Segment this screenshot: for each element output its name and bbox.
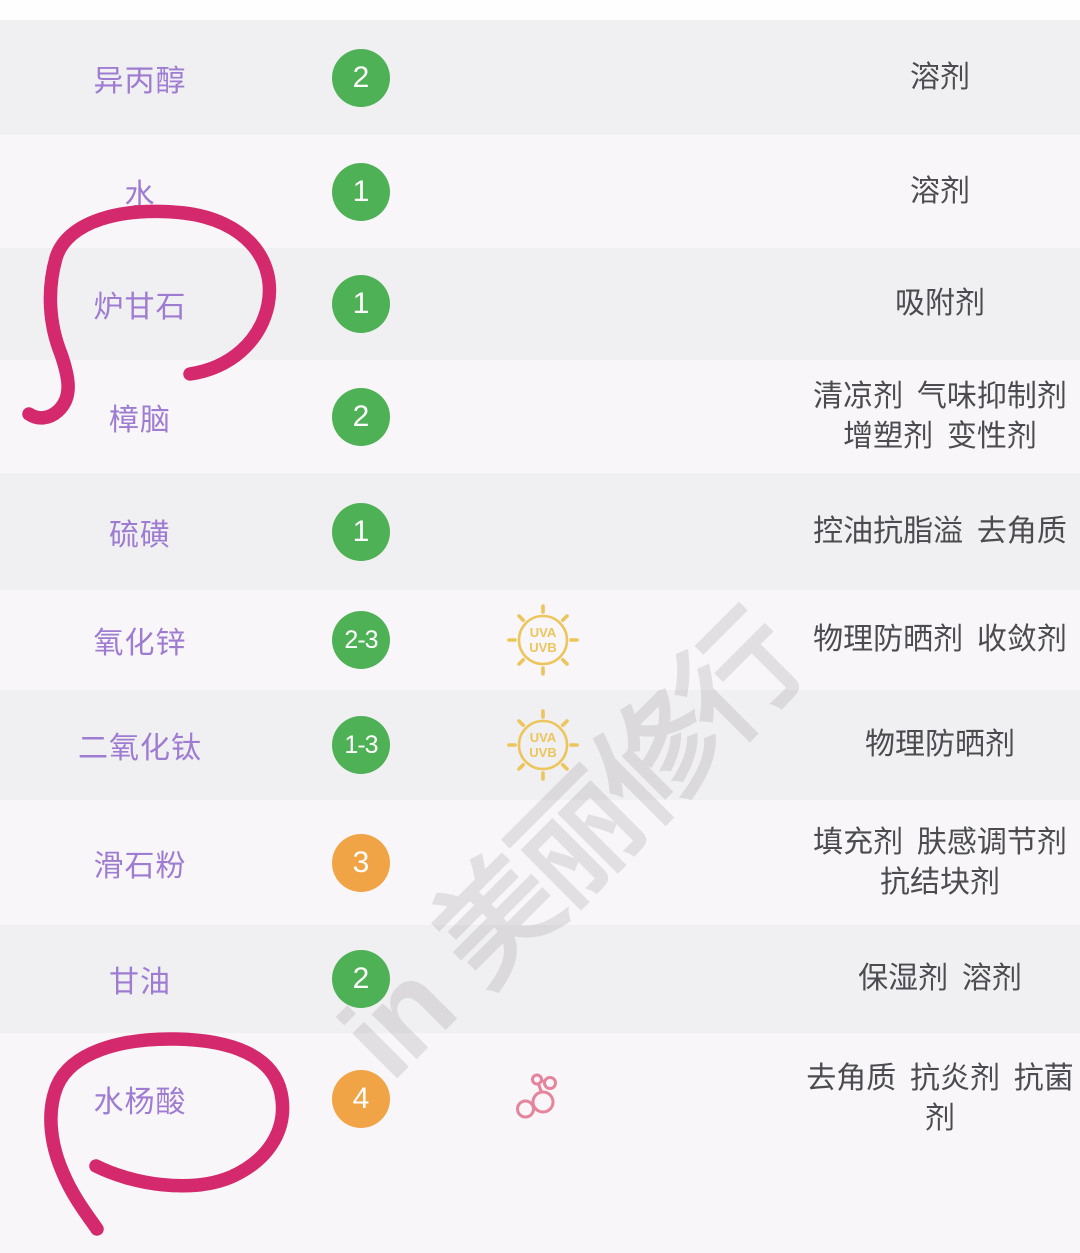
ingredient-functions: 去角质 抗炎剂 抗菌剂 (806, 1062, 1074, 1135)
ingredient-row[interactable]: 氧化锌 2-3 UVA UVB 物理防晒剂 收敛剂 (0, 590, 1080, 690)
ingredient-functions: 物理防晒剂 收敛剂 (813, 623, 1067, 656)
molecule-icon (516, 1073, 557, 1119)
top-strip (0, 0, 1080, 20)
uv-protection-sun-icon: UVA UVB (507, 709, 579, 781)
ingredient-name-link[interactable]: 樟脑 (109, 403, 171, 437)
safety-rating-badge: 2-3 (332, 611, 390, 669)
safety-rating-badge: 4 (332, 1070, 390, 1128)
ingredient-name-link[interactable]: 水杨酸 (93, 1086, 187, 1119)
ingredient-row[interactable]: 二氧化钛 1-3 UVA UVB 物理防晒剂 (0, 690, 1080, 800)
ingredient-functions: 清凉剂 气味抑制剂 增塑剂 变性剂 (813, 379, 1067, 453)
ingredient-name-link[interactable]: 硫磺 (109, 518, 171, 552)
safety-rating-badge: 2 (332, 950, 390, 1008)
ingredient-name-link[interactable]: 水 (124, 178, 156, 212)
ingredient-table: 异丙醇 2 溶剂水 1 溶剂 炉甘石 1 吸附剂 樟脑 2 清凉剂 气味抑制剂 增塑剂 变性剂 硫磺 1… (0, 20, 1080, 1165)
uv-icon-slot: UVA UVB (505, 707, 581, 783)
ingredient-functions: 吸附剂 (895, 287, 985, 320)
safety-rating-badge: 2 (332, 387, 390, 446)
ingredient-name-link[interactable]: 炉甘石 (93, 291, 187, 324)
ingredient-functions: 溶剂 (910, 174, 970, 208)
safety-rating-badge: 1 (332, 275, 390, 333)
ingredient-functions: 保湿剂 溶剂 (858, 962, 1022, 995)
ingredient-functions: 溶剂 (910, 60, 970, 94)
safety-rating-badge: 1-3 (332, 716, 390, 774)
ingredient-name-link[interactable]: 滑石粉 (93, 849, 187, 883)
safety-rating-badge: 2 (332, 48, 390, 107)
molecule-icon-slot (515, 1071, 571, 1127)
uva-label: UVA (530, 730, 557, 745)
uv-protection-sun-icon: UVA UVB (507, 604, 579, 676)
ingredient-row[interactable]: 水 1 溶剂 (0, 135, 1080, 248)
ingredient-name-link[interactable]: 甘油 (109, 966, 171, 999)
ingredient-functions: 填充剂 肤感调节剂 抗结块剂 (813, 825, 1067, 899)
ingredient-row[interactable]: 硫磺 1 控油抗脂溢 去角质 (0, 473, 1080, 590)
ingredient-row[interactable]: 炉甘石 1 吸附剂 (0, 248, 1080, 360)
ingredient-functions: 控油抗脂溢 去角质 (813, 514, 1067, 548)
uvb-label: UVB (529, 640, 556, 655)
ingredient-name-link[interactable]: 氧化锌 (93, 627, 187, 660)
uva-label: UVA (530, 625, 557, 640)
uv-icon-slot: UVA UVB (505, 602, 581, 678)
safety-rating-badge: 1 (332, 162, 390, 221)
ingredient-row[interactable]: 樟脑 2 清凉剂 气味抑制剂 增塑剂 变性剂 (0, 360, 1080, 473)
uvb-label: UVB (529, 745, 556, 760)
ingredient-name-link[interactable]: 二氧化钛 (78, 732, 202, 765)
safety-rating-badge: 1 (332, 502, 390, 561)
ingredient-row[interactable]: 滑石粉 3 填充剂 肤感调节剂 抗结块剂 (0, 800, 1080, 925)
safety-rating-badge: 3 (332, 833, 390, 892)
ingredient-functions: 物理防晒剂 (865, 728, 1015, 761)
ingredient-row[interactable]: 异丙醇 2 溶剂 (0, 20, 1080, 135)
ingredient-name-link[interactable]: 异丙醇 (93, 64, 187, 98)
ingredient-row[interactable]: 甘油 2 保湿剂 溶剂 (0, 925, 1080, 1033)
ingredient-row[interactable]: 水杨酸 4 去角质 抗炎剂 抗菌剂 (0, 1033, 1080, 1165)
